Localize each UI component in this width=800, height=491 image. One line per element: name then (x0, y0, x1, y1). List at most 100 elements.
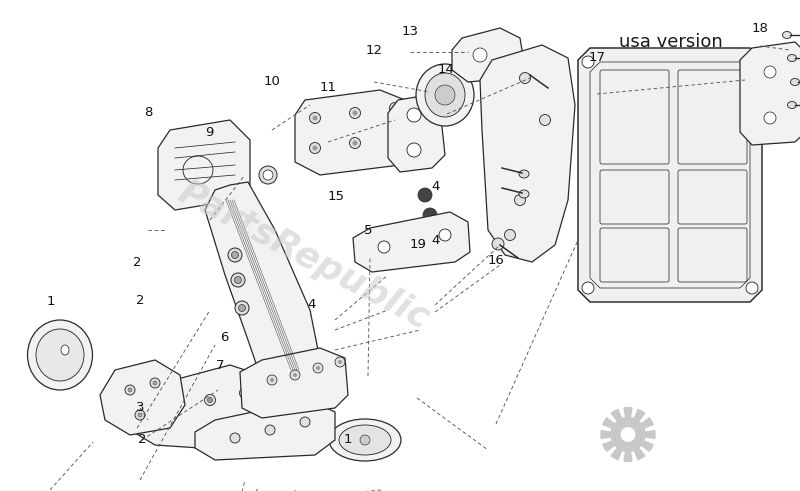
Polygon shape (452, 28, 525, 82)
Circle shape (234, 276, 242, 283)
Circle shape (505, 229, 515, 241)
Circle shape (353, 140, 358, 145)
Polygon shape (611, 448, 622, 460)
Circle shape (153, 381, 157, 385)
Circle shape (259, 166, 277, 184)
Circle shape (267, 375, 277, 385)
Circle shape (439, 229, 451, 241)
Circle shape (539, 114, 550, 126)
Circle shape (228, 248, 242, 262)
Text: 16: 16 (487, 254, 505, 267)
Ellipse shape (61, 345, 69, 355)
Ellipse shape (339, 425, 391, 455)
Polygon shape (646, 431, 655, 438)
Polygon shape (634, 409, 645, 421)
Polygon shape (205, 182, 320, 388)
Text: 1: 1 (46, 296, 54, 308)
Circle shape (128, 388, 132, 392)
Polygon shape (353, 212, 470, 272)
Circle shape (582, 282, 594, 294)
Text: 3: 3 (136, 401, 144, 414)
Text: 9: 9 (206, 126, 214, 139)
Circle shape (390, 133, 401, 143)
Polygon shape (158, 120, 250, 210)
Circle shape (582, 56, 594, 68)
Circle shape (207, 398, 213, 403)
Text: 1: 1 (344, 433, 352, 446)
Polygon shape (240, 348, 348, 418)
Text: 4: 4 (308, 298, 316, 311)
Circle shape (378, 241, 390, 253)
Circle shape (313, 115, 318, 120)
Circle shape (135, 410, 145, 420)
Circle shape (270, 378, 274, 382)
Circle shape (621, 427, 635, 442)
Polygon shape (624, 452, 632, 462)
Text: 11: 11 (319, 81, 337, 94)
Circle shape (263, 170, 273, 180)
Circle shape (338, 360, 342, 364)
Circle shape (274, 382, 286, 393)
Circle shape (239, 387, 250, 399)
Circle shape (390, 103, 401, 113)
Circle shape (313, 363, 323, 373)
Circle shape (764, 66, 776, 78)
Polygon shape (295, 90, 415, 175)
Ellipse shape (425, 73, 465, 117)
Circle shape (473, 48, 487, 62)
Circle shape (310, 142, 321, 154)
Text: 4: 4 (432, 180, 440, 193)
Polygon shape (624, 408, 632, 417)
Circle shape (407, 108, 421, 122)
Circle shape (335, 357, 345, 367)
Text: 6: 6 (220, 331, 228, 344)
Circle shape (205, 394, 215, 406)
Polygon shape (480, 45, 575, 262)
Circle shape (360, 435, 370, 445)
Ellipse shape (787, 102, 797, 109)
Text: 10: 10 (263, 75, 281, 87)
Ellipse shape (329, 419, 401, 461)
Circle shape (173, 406, 178, 410)
Circle shape (431, 228, 445, 242)
Polygon shape (642, 441, 653, 451)
Polygon shape (603, 441, 614, 451)
Circle shape (350, 137, 361, 148)
Circle shape (435, 85, 455, 105)
Ellipse shape (787, 55, 797, 61)
Polygon shape (578, 48, 762, 302)
Circle shape (242, 390, 247, 395)
Circle shape (514, 194, 526, 206)
Circle shape (230, 433, 240, 443)
Circle shape (418, 188, 432, 202)
Ellipse shape (782, 31, 791, 38)
Circle shape (492, 238, 504, 250)
Polygon shape (195, 400, 335, 460)
Polygon shape (603, 418, 614, 428)
Text: 2: 2 (134, 256, 142, 269)
Text: 15: 15 (327, 190, 345, 203)
Polygon shape (740, 42, 800, 145)
Circle shape (278, 385, 282, 390)
Circle shape (350, 108, 361, 118)
Circle shape (125, 385, 135, 395)
Circle shape (313, 145, 318, 151)
Circle shape (231, 273, 245, 287)
Ellipse shape (416, 64, 474, 126)
Circle shape (150, 378, 160, 388)
Circle shape (300, 417, 310, 427)
Text: 13: 13 (401, 26, 418, 38)
Ellipse shape (519, 190, 529, 198)
Circle shape (519, 73, 530, 83)
Polygon shape (388, 95, 445, 172)
Circle shape (290, 370, 300, 380)
Text: PartsRepublic: PartsRepublic (173, 175, 435, 336)
Ellipse shape (543, 84, 553, 96)
Circle shape (293, 373, 297, 377)
Ellipse shape (27, 320, 93, 390)
Text: 12: 12 (366, 44, 383, 56)
Polygon shape (601, 431, 610, 438)
Circle shape (423, 208, 437, 222)
Text: 14: 14 (438, 63, 455, 76)
Circle shape (235, 301, 249, 315)
